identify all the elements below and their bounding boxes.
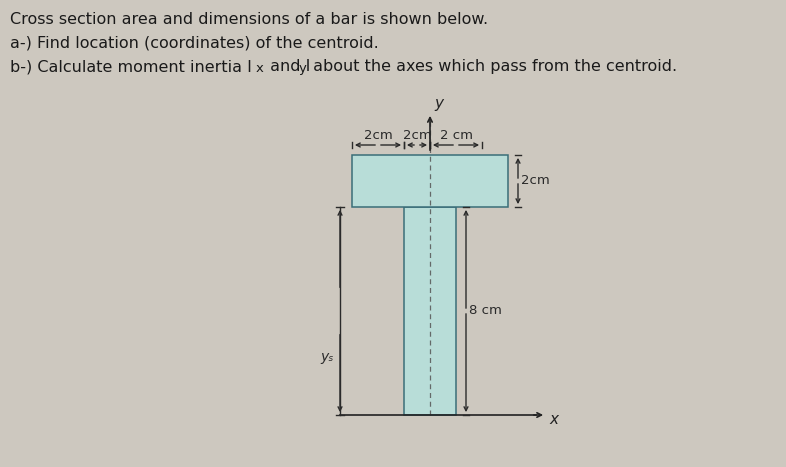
- Text: Cross section area and dimensions of a bar is shown below.: Cross section area and dimensions of a b…: [10, 12, 488, 27]
- Text: b-) Calculate moment inertia Ix and Iy about the axes which pass from the centro: b-) Calculate moment inertia Ix and Iy a…: [0, 466, 1, 467]
- Text: 2cm: 2cm: [402, 129, 432, 142]
- Bar: [352, 155, 508, 207]
- Text: 2cm: 2cm: [521, 175, 549, 187]
- Text: 8 cm: 8 cm: [469, 304, 502, 318]
- Text: and I: and I: [265, 59, 310, 74]
- Text: a-) Find location (coordinates) of the centroid.: a-) Find location (coordinates) of the c…: [10, 35, 379, 50]
- Text: about the axes which pass from the centroid.: about the axes which pass from the centr…: [308, 59, 677, 74]
- Text: 2cm: 2cm: [364, 129, 392, 142]
- Text: yₛ: yₛ: [321, 350, 334, 364]
- Text: b-) Calculate moment inertia I: b-) Calculate moment inertia I: [10, 59, 252, 74]
- Text: x: x: [549, 411, 558, 426]
- Bar: [404, 207, 456, 415]
- Text: y: y: [299, 62, 307, 75]
- Text: 2 cm: 2 cm: [439, 129, 472, 142]
- Text: x: x: [256, 62, 264, 75]
- Text: y: y: [434, 96, 443, 111]
